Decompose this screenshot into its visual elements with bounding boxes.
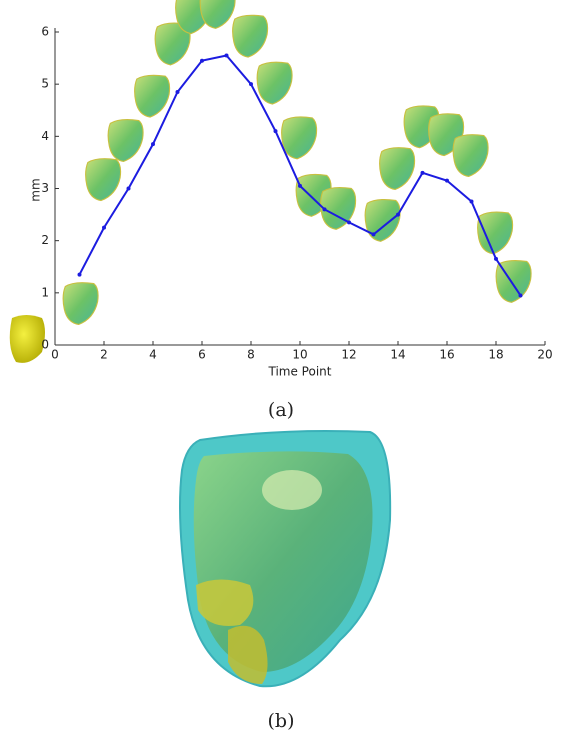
data-point: [273, 129, 278, 134]
data-point: [102, 225, 106, 230]
shape-thumbnail: [107, 118, 144, 162]
shape-thumbnail: [85, 158, 122, 202]
reference-shape: [9, 315, 45, 363]
shape-thumbnail: [477, 211, 514, 255]
data-point: [469, 199, 474, 204]
data-point: [420, 170, 425, 175]
y-tick-label: 4: [41, 129, 49, 143]
data-point: [224, 53, 229, 58]
x-tick-label: 0: [51, 348, 59, 362]
data-point: [126, 186, 131, 191]
data-point: [200, 58, 204, 63]
caption: (a): [268, 399, 294, 421]
shape-thumbnail: [134, 74, 171, 118]
shape-thumbnail: [364, 198, 401, 242]
data-point: [175, 89, 180, 94]
data-point: [518, 293, 523, 298]
shape-thumbnail: [232, 14, 269, 58]
shape-thumbnail: [62, 282, 99, 326]
data-point: [347, 220, 351, 225]
heart-render: [179, 430, 392, 688]
y-tick-label: 2: [41, 233, 49, 247]
x-tick-label: 2: [100, 348, 108, 362]
shape-thumbnail: [379, 147, 416, 191]
y-axis-label: mm: [29, 178, 43, 201]
x-tick-label: 6: [198, 348, 206, 362]
shape-thumbnail: [281, 116, 318, 160]
data-point: [322, 207, 327, 212]
y-tick-label: 3: [41, 181, 49, 195]
x-tick-label: 8: [247, 348, 255, 362]
y-tick-label: 6: [41, 25, 49, 39]
x-axis-label: Time Point: [268, 365, 332, 379]
shape-thumbnail: [199, 0, 236, 29]
shape-thumbnail: [256, 61, 293, 105]
y-tick-label: 5: [41, 77, 49, 91]
x-tick-label: 16: [439, 348, 454, 362]
x-tick-label: 20: [537, 348, 552, 362]
caption: (b): [268, 710, 295, 732]
x-tick-label: 18: [488, 348, 503, 362]
shape-thumbnail: [452, 134, 489, 178]
data-point: [445, 178, 449, 183]
data-point: [249, 82, 253, 87]
x-tick-label: 12: [341, 348, 356, 362]
data-point: [371, 232, 376, 237]
data-point: [77, 272, 82, 277]
data-point: [494, 256, 498, 261]
y-tick-label: 0: [41, 338, 49, 352]
data-point: [151, 142, 155, 147]
data-point: [396, 212, 400, 217]
x-tick-label: 4: [149, 348, 157, 362]
shape-thumbnails: [62, 0, 532, 326]
x-tick-label: 10: [292, 348, 307, 362]
data-point: [298, 183, 302, 188]
x-tick-label: 14: [390, 348, 405, 362]
y-tick-label: 1: [41, 285, 49, 299]
